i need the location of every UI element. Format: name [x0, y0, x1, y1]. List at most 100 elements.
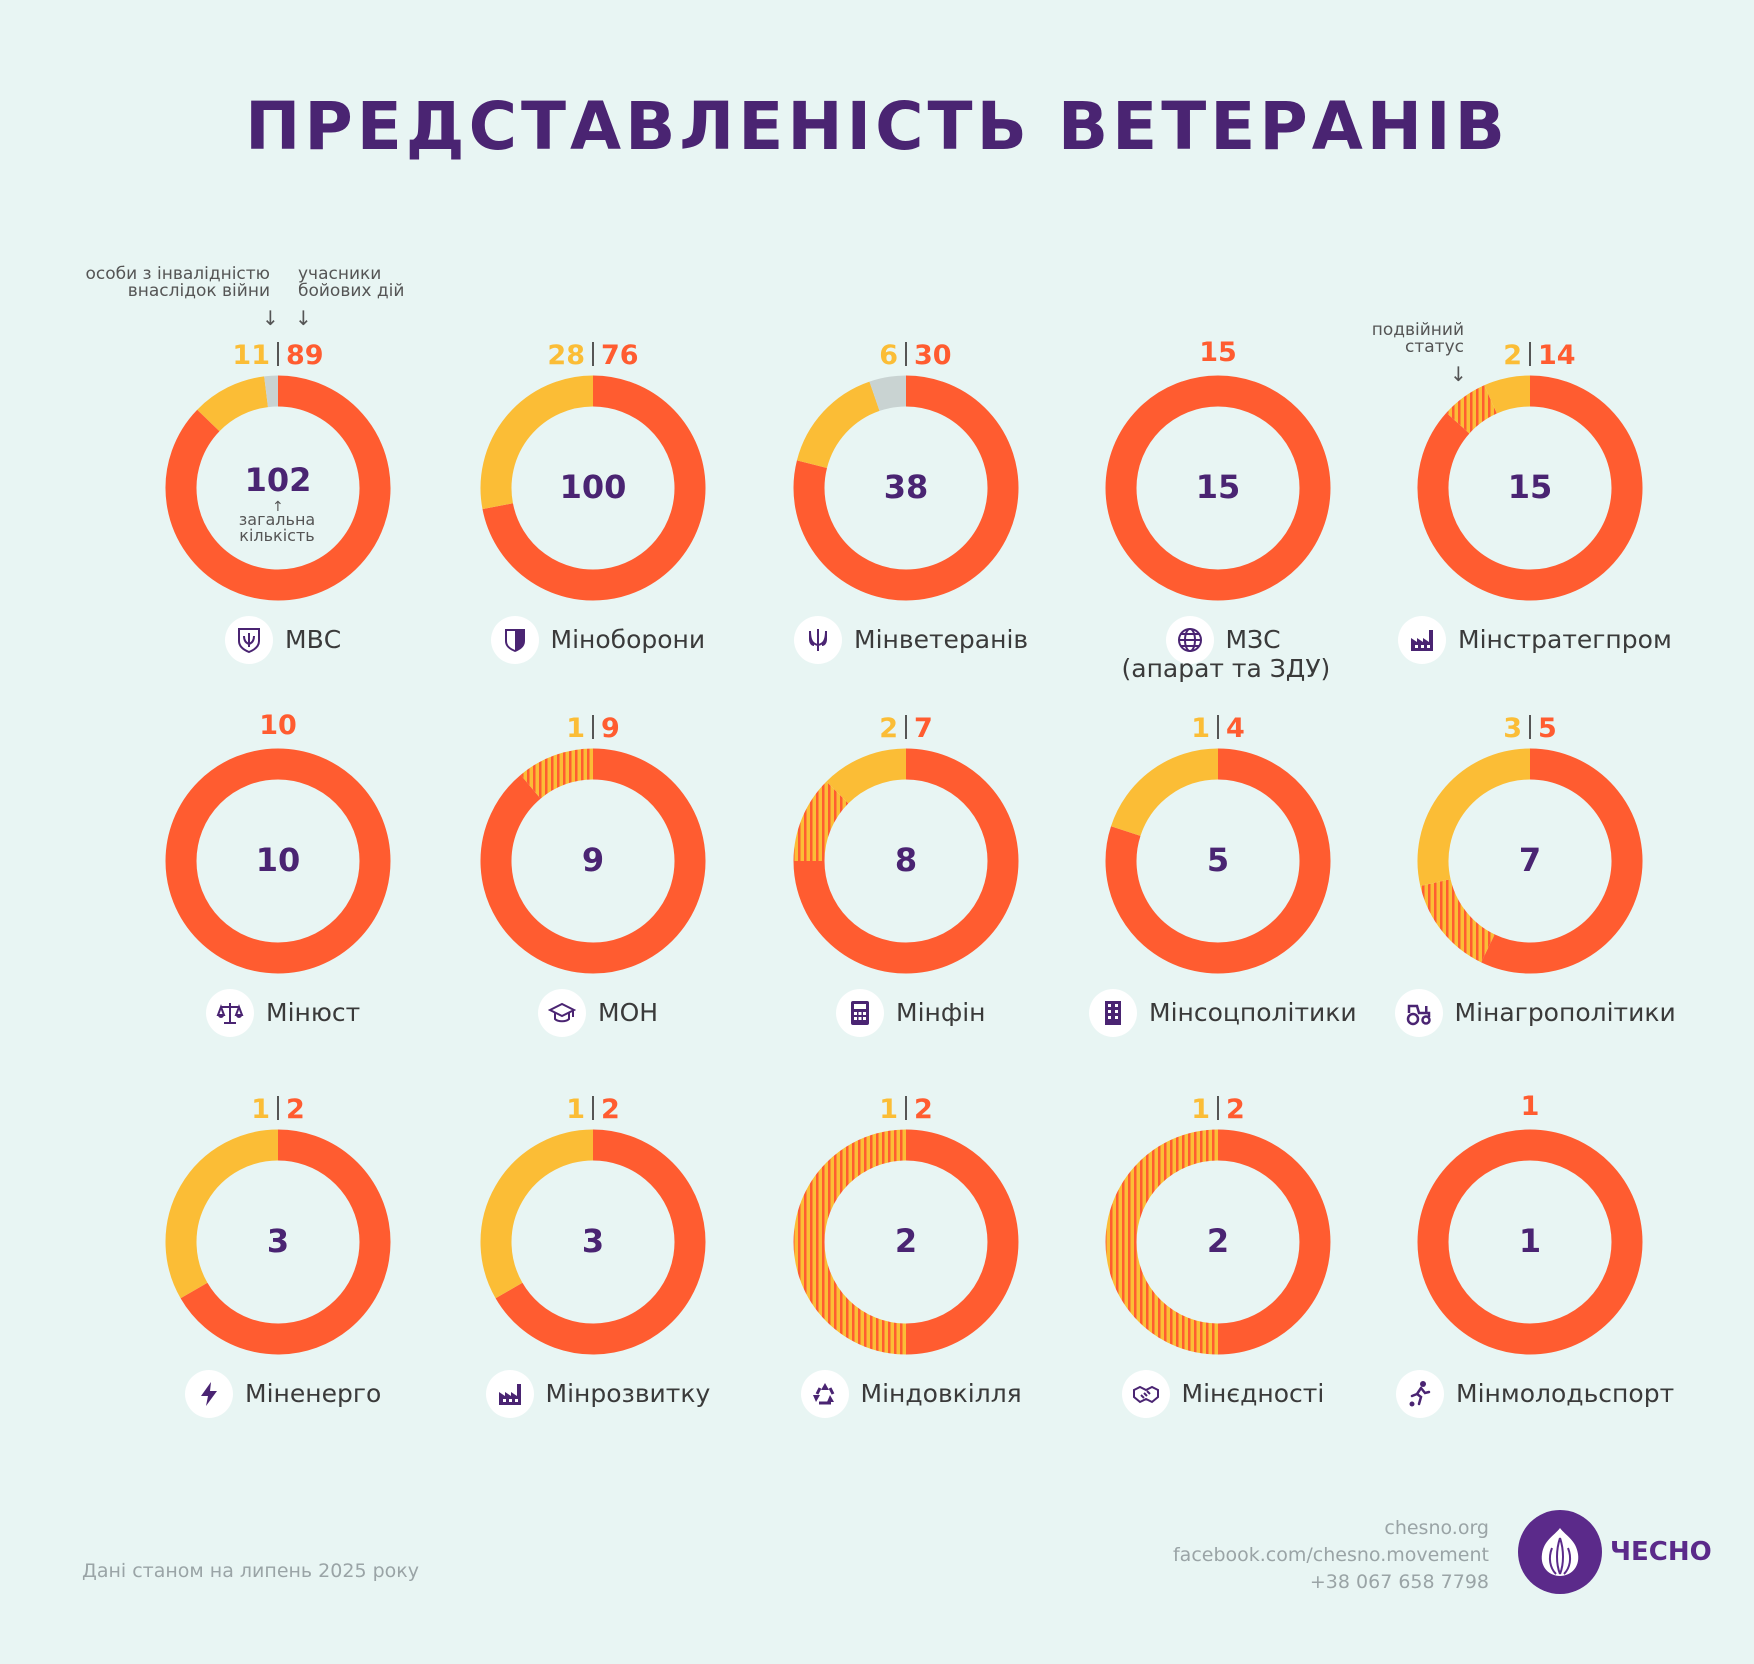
- combatants-count: 30: [914, 340, 952, 371]
- ministry-label-row: Мінсоцполітики: [1089, 989, 1357, 1037]
- total-count: 3: [266, 1222, 290, 1260]
- combatants-count: 5: [1538, 713, 1557, 744]
- donut-segment-disabled: [796, 381, 881, 469]
- trident-shield-icon: [225, 616, 273, 664]
- ministry-name: МОН: [598, 997, 659, 1027]
- ministry-name: МВС: [285, 624, 342, 654]
- ministry-label-row: Міноборони: [490, 616, 706, 664]
- ministry-name: Мінюст: [266, 997, 361, 1027]
- ministry-label-row: Мінрозвитку: [485, 1370, 711, 1418]
- donut-segment-combatants: [480, 748, 706, 974]
- donut-segment-combatants: [180, 1129, 391, 1355]
- donut-chart: [165, 748, 391, 974]
- donut-segment-disabled: [826, 748, 907, 804]
- donut-chart: [480, 375, 706, 601]
- disabled-count: 1: [566, 1094, 585, 1125]
- total-count: 1: [1518, 1222, 1542, 1260]
- total-count: 38: [883, 468, 929, 506]
- donut-segment-combatants: [482, 375, 706, 601]
- donut-segment-combatants: [793, 375, 1019, 601]
- globe-icon: [1165, 616, 1214, 664]
- total-count: 8: [894, 841, 918, 879]
- factory-icon: [1398, 616, 1446, 664]
- annotation-disabled: особи з інвалідністю внаслідок війни: [85, 264, 270, 301]
- disabled-count: 11: [232, 340, 270, 371]
- handshake-icon: [1121, 1370, 1170, 1418]
- ministry-label-row: Мінфін: [836, 989, 986, 1037]
- combatants-count: 10: [259, 710, 297, 741]
- disabled-count: 2: [879, 713, 898, 744]
- split-tick: [905, 1096, 907, 1120]
- donut-segment-disabled: [1111, 748, 1219, 837]
- annotation-dual-status: подвійний статус: [1371, 320, 1464, 357]
- disabled-count: 1: [1191, 1094, 1210, 1125]
- donut-segment-disabled: [1484, 375, 1531, 414]
- donut-chart: [793, 375, 1019, 601]
- split-tick: [905, 342, 907, 366]
- disabled-count: 6: [879, 340, 898, 371]
- split-tick: [1217, 1096, 1219, 1120]
- donut-segment-combatants: [1481, 748, 1643, 974]
- combatants-count: 2: [286, 1094, 305, 1125]
- tractor-icon: [1394, 989, 1443, 1037]
- combatants-count: 9: [601, 713, 620, 744]
- ministry-name: Міненерго: [245, 1378, 382, 1408]
- ministry-name: Міноборони: [550, 624, 706, 654]
- factory-icon: [485, 1370, 534, 1418]
- donut-segment-combatants: [1417, 375, 1643, 601]
- donut-segment-disabled: [197, 376, 269, 432]
- combatants-count: 76: [601, 340, 639, 371]
- recycle-icon: [800, 1370, 849, 1418]
- total-count: 15: [1507, 468, 1553, 506]
- donut-chart: [1417, 1129, 1643, 1355]
- ministry-sub-label: (апарат та ЗДУ): [1121, 654, 1331, 683]
- split-tick: [1217, 715, 1219, 739]
- donut-segment-disabled: [480, 375, 594, 510]
- combatants-count: 4: [1226, 713, 1245, 744]
- brand-name: ЧЕСНО: [1610, 1537, 1712, 1567]
- donut-segment-combatants: [793, 748, 1019, 974]
- disabled-count: 3: [1503, 713, 1522, 744]
- total-count: 2: [894, 1222, 918, 1260]
- ministry-label-row: МОН: [538, 989, 658, 1037]
- donut-segment-combatants: [495, 1129, 706, 1355]
- donut-segment-dual: [793, 781, 849, 862]
- donut-segment-combatants: [1217, 1129, 1331, 1355]
- ministry-name: Мінмолодьспорт: [1456, 1378, 1675, 1408]
- total-count: 15: [1195, 468, 1241, 506]
- annotation-combatants: учасники бойових дій: [298, 264, 405, 301]
- total-count: 9: [581, 841, 605, 879]
- page-title: ПРЕДСТАВЛЕНІСТЬ ВЕТЕРАНІВ: [245, 88, 1509, 165]
- split-tick: [1529, 342, 1531, 366]
- footer-facebook[interactable]: facebook.com/chesno.movement: [1172, 1544, 1489, 1566]
- donut-chart: [1417, 375, 1643, 601]
- split-tick: [592, 715, 594, 739]
- combatants-count: 89: [286, 340, 324, 371]
- total-count: 2: [1206, 1222, 1230, 1260]
- ministry-name: Міндовкілля: [860, 1378, 1022, 1408]
- combatants-count: 2: [914, 1094, 933, 1125]
- disabled-count: 28: [547, 340, 585, 371]
- donut-segment-disabled: [165, 1129, 279, 1299]
- donut-segment-dual: [1105, 1129, 1219, 1355]
- arrow-total-icon: ↑: [272, 499, 284, 515]
- shield-icon: [490, 616, 539, 664]
- trident-icon: [794, 616, 842, 664]
- footer-website[interactable]: chesno.org: [1384, 1517, 1489, 1539]
- ministry-name: Мінєдності: [1181, 1378, 1325, 1408]
- combatants-count: 14: [1538, 340, 1576, 371]
- total-count: 100: [559, 468, 627, 506]
- combatants-count: 15: [1199, 337, 1237, 368]
- donut-segment-combatants: [1105, 375, 1331, 601]
- donut-segment-combatants: [1105, 748, 1331, 974]
- donut-chart: [1417, 748, 1643, 974]
- combatants-count: 2: [601, 1094, 620, 1125]
- ministry-name: МЗС: [1225, 624, 1281, 654]
- ministry-label-row: Міненерго: [185, 1370, 381, 1418]
- combatants-count: 2: [1226, 1094, 1245, 1125]
- donut-segment-other: [869, 375, 907, 412]
- ministry-name: Мінрозвитку: [545, 1378, 711, 1408]
- donut-segment-dual: [520, 748, 594, 799]
- donut-segment-combatants: [905, 1129, 1019, 1355]
- football-player-icon: [1396, 1370, 1444, 1418]
